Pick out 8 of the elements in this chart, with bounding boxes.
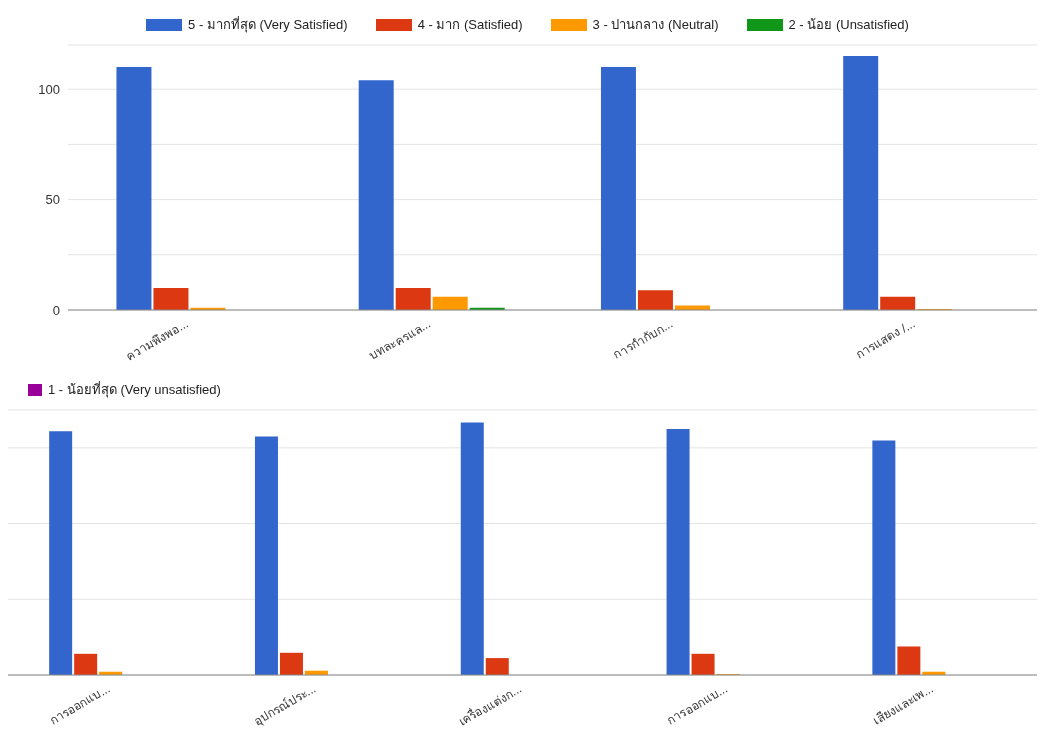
legend-label: 5 - มากที่สุด (Very Satisfied): [188, 15, 348, 35]
legend-label: 4 - มาก (Satisfied): [417, 16, 523, 34]
y-tick-label: 50: [45, 192, 60, 208]
y-tick-label: 100: [38, 81, 60, 97]
legend-label: 3 - ปานกลาง (Neutral): [592, 16, 719, 34]
legend-label: 1 - น้อยที่สุด (Very unsatisfied): [48, 380, 221, 400]
y-tick-label: 0: [52, 302, 60, 318]
legend-label: 2 - น้อย (Unsatisfied): [788, 16, 909, 34]
